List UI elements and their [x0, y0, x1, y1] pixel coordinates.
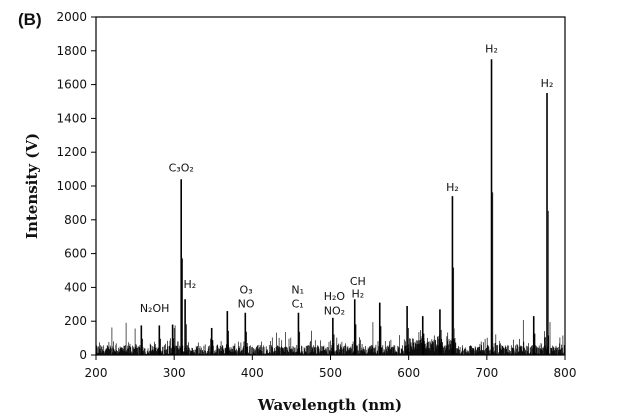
x-axis-title: Wavelength (nm) — [257, 396, 402, 414]
x-tick-label: 500 — [319, 366, 342, 380]
peak-annotation-label: N₂OH — [140, 302, 170, 315]
y-tick-label: 2000 — [56, 10, 87, 24]
y-axis-ticks: 0 200 400 600 800 1000 1200 1400 1600 1800 2000 — [56, 10, 96, 362]
y-tick-label: 400 — [64, 280, 87, 294]
y-tick-label: 800 — [64, 213, 87, 227]
peak-annotation-label: CH — [350, 275, 366, 288]
peak-annotation-label: H₂ — [352, 288, 365, 301]
peak-annotation-label: H₂ — [485, 42, 498, 55]
peak-annotation-label: H₂ — [446, 181, 459, 194]
y-tick-label: 1400 — [56, 111, 87, 125]
peak-annotation-label: NO₂ — [324, 304, 345, 317]
x-tick-label: 700 — [475, 366, 498, 380]
x-tick-label: 800 — [554, 366, 577, 380]
peak-annotation-label: C₃O₂ — [169, 162, 194, 175]
y-tick-label: 600 — [64, 247, 87, 261]
panel-label: (B) — [18, 10, 42, 29]
peak-annotation-label: C₁ — [292, 298, 304, 311]
peak-annotation-label: N₁ — [291, 283, 304, 296]
x-tick-label: 400 — [241, 366, 264, 380]
spectrum-noise-floor — [95, 320, 565, 355]
y-tick-label: 1000 — [56, 179, 87, 193]
x-tick-label: 300 — [163, 366, 186, 380]
peak-annotation-label: NO — [238, 298, 255, 311]
x-tick-label: 600 — [397, 366, 420, 380]
peak-annotation-label: H₂O — [324, 290, 346, 303]
noise-floor-trace — [95, 320, 565, 355]
spectrum-peaks — [140, 59, 549, 355]
peak-annotation-label: H₂ — [541, 77, 554, 90]
x-axis-ticks: 200 300 400 500 600 700 800 — [85, 355, 577, 380]
y-tick-label: 0 — [79, 348, 87, 362]
peak-annotation-label: H₂ — [183, 278, 196, 291]
peak-annotation-label: O₃ — [240, 283, 253, 296]
x-tick-label: 200 — [85, 366, 108, 380]
y-tick-label: 1600 — [56, 78, 87, 92]
y-tick-label: 1800 — [56, 44, 87, 58]
y-tick-label: 200 — [64, 314, 87, 328]
y-axis-title: Intensity (V) — [23, 133, 41, 239]
y-tick-label: 1200 — [56, 145, 87, 159]
